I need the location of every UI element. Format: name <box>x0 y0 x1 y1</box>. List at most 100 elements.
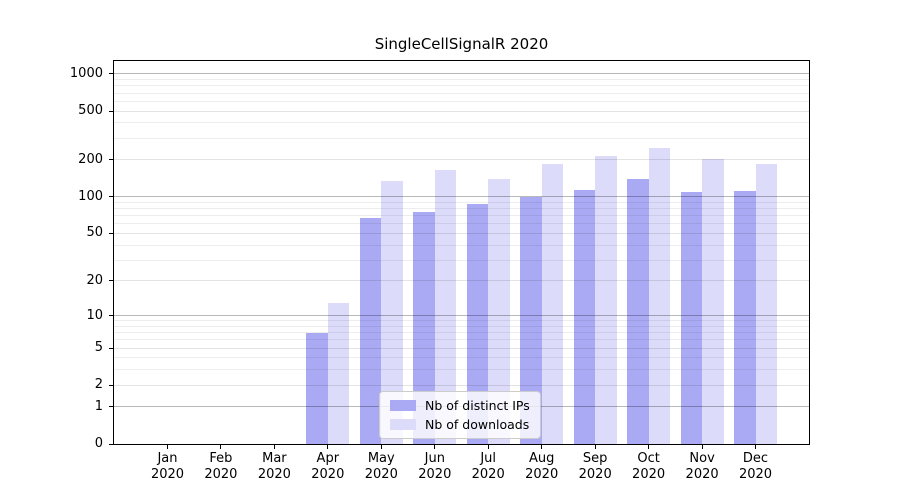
y-tick-label-100: 100 <box>78 188 103 204</box>
gridline-6 <box>114 339 809 341</box>
legend-swatch-ips-icon <box>390 400 416 411</box>
gridline-70 <box>114 215 809 217</box>
gridline-1000 <box>114 73 809 75</box>
bar-sep-ips <box>573 190 596 444</box>
gridline-900 <box>114 79 809 81</box>
legend-item-downloads: Nb of downloads <box>390 417 530 432</box>
y-tick-mark-5 <box>109 347 113 349</box>
gridline-7 <box>114 332 809 334</box>
bar-may-ips <box>359 218 382 444</box>
bar-dec-ips <box>734 191 756 444</box>
x-tick-label-jun: Jun 2020 <box>418 451 452 482</box>
y-tick-label-0: 0 <box>94 436 103 451</box>
x-tick-label-feb: Feb 2020 <box>204 451 238 482</box>
x-tick-label-mar: Mar 2020 <box>257 451 291 482</box>
y-tick-mark-200 <box>109 159 113 161</box>
y-tick-mark-1000 <box>109 73 113 75</box>
plot-area: Nb of distinct IPs Nb of downloads <box>113 60 810 445</box>
gridline-60 <box>114 223 809 225</box>
gridline-20 <box>114 280 809 282</box>
bar-aug-ips <box>520 196 542 444</box>
x-tick-mark-nov <box>701 445 703 449</box>
gridline-40 <box>114 244 809 246</box>
x-tick-label-dec: Dec 2020 <box>738 451 773 482</box>
bar-nov-downloads <box>702 158 724 444</box>
y-tick-mark-10 <box>109 315 113 317</box>
y-tick-label-20: 20 <box>86 272 103 288</box>
gridline-10 <box>114 315 809 317</box>
bar-jun-ips <box>413 212 435 444</box>
legend-label-ips: Nb of distinct IPs <box>425 398 530 413</box>
x-tick-label-may: May 2020 <box>364 451 398 482</box>
bar-aug-downloads <box>541 164 564 444</box>
bar-apr-downloads <box>327 302 350 444</box>
chart-title: SingleCellSignalR 2020 <box>374 35 549 53</box>
gridline-9 <box>114 320 809 322</box>
y-tick-mark-0 <box>109 443 113 445</box>
bar-jun-downloads <box>434 169 457 444</box>
gridline-4 <box>114 357 809 359</box>
bar-oct-downloads <box>648 148 671 444</box>
gridline-400 <box>114 122 809 124</box>
bar-apr-ips <box>306 332 328 444</box>
x-tick-mark-apr <box>327 445 329 449</box>
legend-label-downloads: Nb of downloads <box>425 417 530 432</box>
gridline-2 <box>114 384 809 386</box>
gridline-8 <box>114 325 809 327</box>
y-tick-label-200: 200 <box>78 151 103 167</box>
bar-oct-ips <box>627 178 649 444</box>
y-tick-mark-20 <box>109 280 113 282</box>
gridline-200 <box>114 159 809 161</box>
bar-jul-ips <box>466 203 489 444</box>
bars-layer <box>114 61 809 444</box>
x-tick-mark-mar <box>273 445 275 449</box>
bar-jul-downloads <box>488 178 510 444</box>
gridline-30 <box>114 259 809 261</box>
y-tick-mark-50 <box>109 232 113 234</box>
x-tick-mark-dec <box>755 445 756 449</box>
legend-swatch-downloads-icon <box>390 419 416 430</box>
x-tick-label-oct: Oct 2020 <box>632 451 666 482</box>
gridline-5 <box>114 347 809 349</box>
x-tick-mark-oct <box>648 445 650 449</box>
bar-dec-downloads <box>755 163 777 444</box>
bar-sep-downloads <box>595 155 617 444</box>
gridline-500 <box>114 110 809 112</box>
gridline-80 <box>114 208 809 210</box>
y-tick-label-5: 5 <box>94 340 103 355</box>
y-tick-mark-2 <box>109 384 113 386</box>
x-tick-label-jan: Jan 2020 <box>150 451 185 482</box>
gridline-800 <box>114 85 809 87</box>
y-tick-label-10: 10 <box>86 307 103 323</box>
x-tick-mark-jun <box>434 445 436 449</box>
x-tick-mark-jan <box>167 445 168 449</box>
x-tick-mark-aug <box>541 445 543 449</box>
x-tick-mark-feb <box>220 445 222 449</box>
x-tick-label-aug: Aug 2020 <box>525 451 559 482</box>
y-tick-mark-100 <box>109 196 113 198</box>
x-tick-mark-may <box>380 445 382 449</box>
grid-layer <box>114 61 809 444</box>
gridline-3 <box>114 369 809 371</box>
gridline-100 <box>114 196 809 198</box>
x-tick-mark-sep <box>594 445 596 449</box>
gridline-700 <box>114 92 809 94</box>
y-tick-label-2: 2 <box>94 377 103 393</box>
gridline-600 <box>114 100 809 102</box>
y-tick-label-50: 50 <box>86 225 103 241</box>
gridline-90 <box>114 201 809 203</box>
x-tick-label-jul: Jul 2020 <box>471 451 505 482</box>
y-tick-label-1: 1 <box>94 398 103 414</box>
x-tick-label-sep: Sep 2020 <box>578 451 612 482</box>
y-tick-label-500: 500 <box>78 103 103 118</box>
x-tick-label-apr: Apr 2020 <box>311 451 345 482</box>
y-tick-label-1000: 1000 <box>69 65 103 81</box>
x-tick-mark-jul <box>487 445 489 449</box>
gridline-50 <box>114 232 809 234</box>
gridline-300 <box>114 137 809 139</box>
y-tick-mark-1 <box>109 406 113 408</box>
legend-item-ips: Nb of distinct IPs <box>390 398 530 413</box>
x-tick-label-nov: Nov 2020 <box>685 451 719 482</box>
y-tick-mark-500 <box>109 110 113 112</box>
